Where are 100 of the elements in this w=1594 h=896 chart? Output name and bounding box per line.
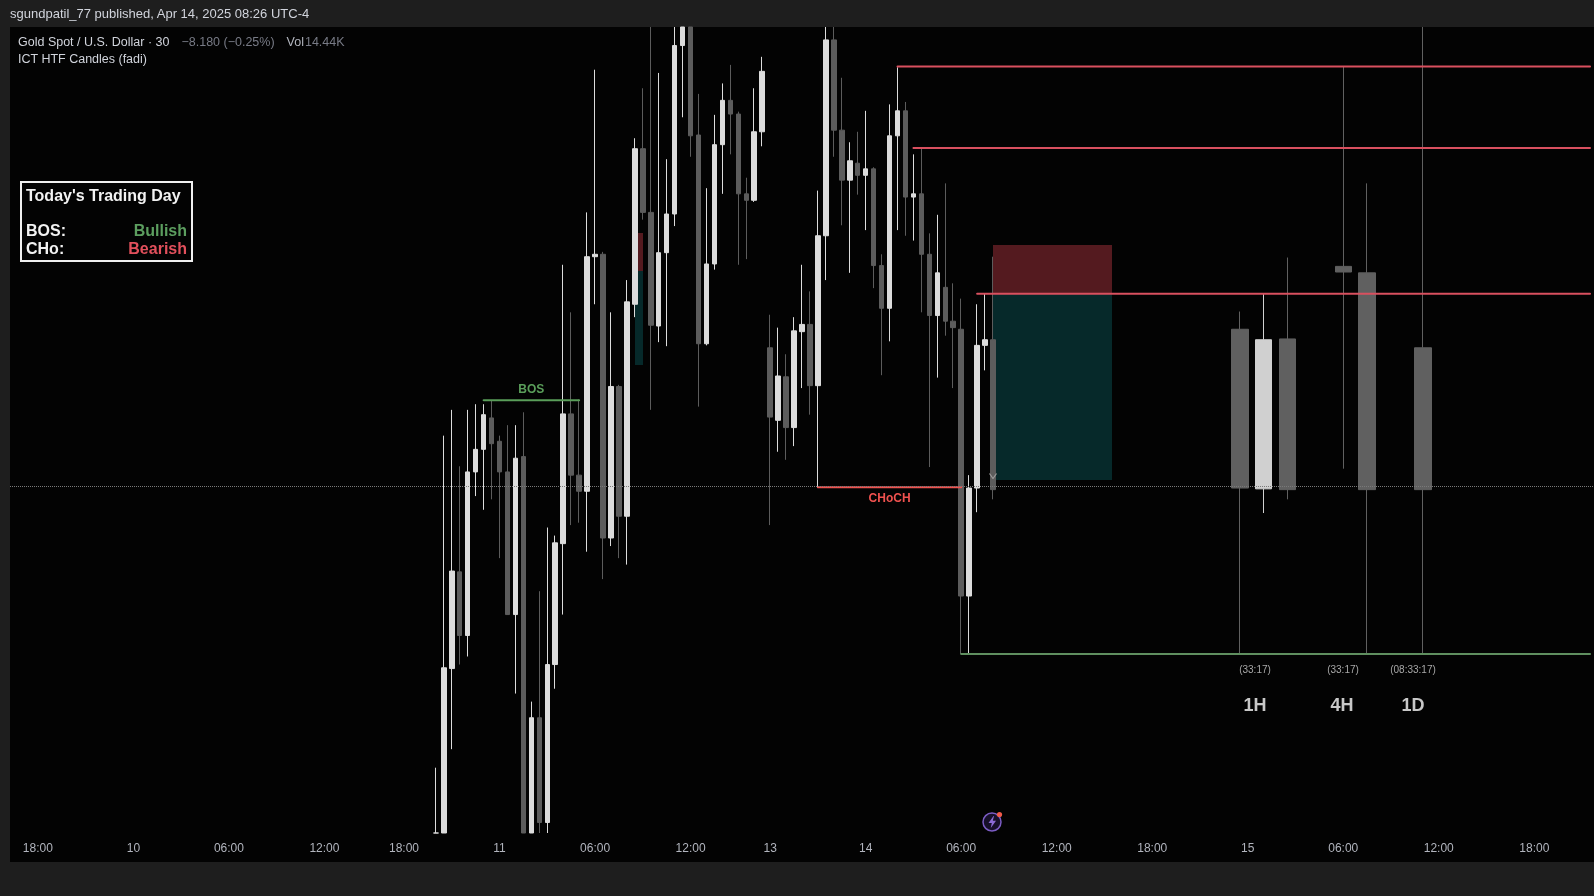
series-label: BOS <box>518 382 545 397</box>
candlestick <box>1255 293 1272 514</box>
candlestick <box>927 232 932 468</box>
x-tick-label: 10 <box>126 841 141 855</box>
annotation: CHo: <box>26 240 65 257</box>
candlestick <box>680 26 685 118</box>
candlestick <box>935 214 940 379</box>
x-tick-label: 12:00 <box>1041 841 1073 855</box>
x-tick-label: 18:00 <box>22 841 54 855</box>
x-tick-label: 12:00 <box>309 841 340 855</box>
candlestick <box>624 279 630 566</box>
candlestick <box>775 327 781 453</box>
candlestick <box>879 253 884 376</box>
candlestick <box>712 114 717 271</box>
annotation: 14.44K <box>304 35 345 49</box>
text: sgundpatil_77 published, Apr 14, 2025 08:26 UTC-4 <box>10 6 310 21</box>
candlestick <box>950 282 956 389</box>
annotation: −8.180 (−0.25%) <box>181 35 275 49</box>
candlestick <box>616 384 622 559</box>
candlestick <box>513 424 518 695</box>
candlestick <box>552 535 558 690</box>
annotation: 1H <box>1243 695 1267 715</box>
candlestick <box>608 311 614 547</box>
candlestick <box>895 66 900 231</box>
candlestick <box>744 177 749 260</box>
annotation: (33:17) <box>1327 664 1359 675</box>
candlestick <box>672 26 677 227</box>
annotation: 1D <box>1401 695 1425 715</box>
candlestick <box>1358 182 1376 654</box>
candlestick <box>592 69 598 305</box>
candlestick <box>696 93 701 408</box>
candlestick <box>457 465 462 666</box>
candlestick <box>1335 65 1352 470</box>
text: ICT HTF Candles (fadi) <box>18 52 147 66</box>
candlestick <box>728 64 733 155</box>
candlestick <box>449 409 455 750</box>
candlestick <box>521 411 526 834</box>
annotation: BOS: <box>26 222 66 239</box>
candlestick <box>736 111 741 266</box>
candlestick <box>958 298 964 655</box>
candlestick <box>688 26 693 158</box>
annotation: 4H <box>1330 695 1354 715</box>
candlestick <box>640 87 646 221</box>
annotation: (08:33:17) <box>1390 664 1436 675</box>
candlestick <box>568 311 574 526</box>
candlestick <box>831 26 837 158</box>
candlestick <box>767 314 773 526</box>
candlestick <box>656 72 661 343</box>
candlestick <box>799 264 805 389</box>
candlestick <box>887 103 892 342</box>
candlestick <box>807 290 813 416</box>
candlestick <box>823 26 829 281</box>
candlestick <box>919 147 924 313</box>
candlestick <box>529 701 534 834</box>
annotation: Bearish <box>128 240 187 257</box>
candlestick <box>1279 257 1296 500</box>
x-tick-label: 18:00 <box>1519 841 1550 855</box>
x-tick-label: 12:00 <box>1423 841 1455 855</box>
series-label: CHoCH <box>868 491 911 506</box>
candlestick <box>489 400 494 500</box>
candlestick <box>791 316 797 447</box>
x-tick-label: 18:00 <box>1137 841 1168 855</box>
candlestick <box>911 153 916 242</box>
candlestick <box>783 353 789 461</box>
annotation: Bullish <box>133 222 187 239</box>
candlestick <box>966 474 972 655</box>
x-tick-label: 06:00 <box>1328 841 1359 855</box>
candlestick <box>759 56 765 147</box>
x-tick-label: 12:00 <box>675 841 706 855</box>
annotation: Today's Trading Day <box>26 187 181 204</box>
candlestick <box>433 767 439 834</box>
candlestick <box>943 182 948 337</box>
x-tick-label: 15 <box>1241 841 1255 855</box>
candlestick <box>441 435 447 834</box>
candlestick <box>600 251 606 580</box>
x-tick-label: 06:00 <box>946 841 977 855</box>
x-tick-label: 11 <box>493 841 507 855</box>
candlestick <box>632 137 638 318</box>
annotation: Vol <box>286 35 304 49</box>
x-tick-label: 18:00 <box>388 841 420 855</box>
candlestick <box>1231 311 1249 654</box>
candlestick <box>903 101 908 237</box>
candlestick <box>863 110 868 231</box>
candlestick <box>704 187 709 346</box>
x-tick-label: 14 <box>859 841 873 855</box>
annotation: (33:17) <box>1239 664 1271 675</box>
x-tick-label: 06:00 <box>580 841 611 855</box>
candlestick <box>815 190 821 489</box>
candlestick <box>473 403 478 497</box>
candlestick <box>505 424 510 616</box>
candlestick <box>537 590 542 834</box>
candlestick <box>1414 26 1432 654</box>
x-tick-label: 13 <box>763 841 778 855</box>
candlestick <box>990 256 996 500</box>
candlestick <box>648 26 654 411</box>
candlestick <box>465 409 470 657</box>
candlestick <box>855 131 860 196</box>
candlestick <box>720 82 725 195</box>
candlestick <box>847 141 853 274</box>
candlestick <box>664 158 669 347</box>
